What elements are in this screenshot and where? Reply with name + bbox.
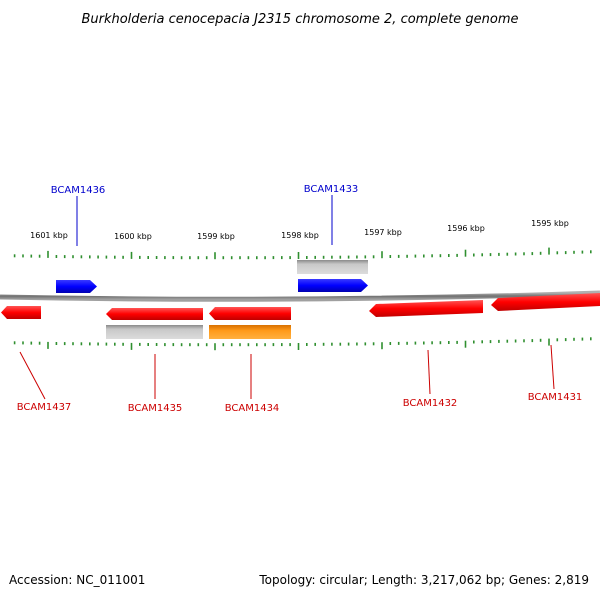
orange-feature-bcam1434 xyxy=(209,325,291,339)
gene-label-bcam1431[interactable]: BCAM1431 xyxy=(528,392,583,403)
map-title: Burkholderia cenocepacia J2315 chromosom… xyxy=(81,12,518,27)
gene-arrow-bcam1432[interactable] xyxy=(369,300,483,317)
scale-ticks-bottom xyxy=(13,337,592,351)
gene-label-bcam1436[interactable]: BCAM1436 xyxy=(51,185,106,196)
gene-label-bcam1433[interactable]: BCAM1433 xyxy=(304,184,359,195)
gene-label-bcam1434[interactable]: BCAM1434 xyxy=(225,403,280,414)
grey-feature-bcam1433 xyxy=(297,260,368,274)
gene-labels: BCAM1436 BCAM1433 BCAM1437 BCAM1435 BCAM… xyxy=(17,184,583,414)
scale-ticks-top xyxy=(13,247,592,260)
gene-arrow-bcam1436[interactable] xyxy=(56,280,97,293)
gene-arrow-bcam1434[interactable] xyxy=(209,307,291,320)
gene-label-bcam1437[interactable]: BCAM1437 xyxy=(17,402,72,413)
genome-summary-text: Topology: circular; Length: 3,217,062 bp… xyxy=(259,573,589,587)
grey-feature-bcam1435 xyxy=(106,325,203,339)
leader-bcam1431 xyxy=(550,344,555,390)
gene-label-bcam1432[interactable]: BCAM1432 xyxy=(403,398,458,409)
gene-arrow-bcam1437[interactable] xyxy=(1,306,41,319)
scale-label-1595: 1595 kbp xyxy=(531,219,569,228)
accession-text: Accession: NC_011001 xyxy=(9,573,146,587)
scale-label-1601: 1601 kbp xyxy=(30,231,68,240)
label-leaders xyxy=(19,195,555,400)
chromosome-backbone xyxy=(0,290,600,302)
scale-labels: 1601 kbp 1600 kbp 1599 kbp 1598 kbp 1597… xyxy=(30,219,569,241)
gene-label-bcam1435[interactable]: BCAM1435 xyxy=(128,403,183,414)
scale-label-1600: 1600 kbp xyxy=(114,232,152,241)
gene-arrow-bcam1435[interactable] xyxy=(106,308,203,320)
leader-bcam1437 xyxy=(19,351,46,400)
scale-label-1599: 1599 kbp xyxy=(197,232,235,241)
gene-arrow-bcam1431[interactable] xyxy=(491,293,600,311)
gene-arrow-bcam1433[interactable] xyxy=(298,279,368,292)
scale-label-1597: 1597 kbp xyxy=(364,228,402,237)
scale-label-1598: 1598 kbp xyxy=(281,231,319,240)
leader-bcam1432 xyxy=(427,349,431,395)
scale-label-1596: 1596 kbp xyxy=(447,224,485,233)
